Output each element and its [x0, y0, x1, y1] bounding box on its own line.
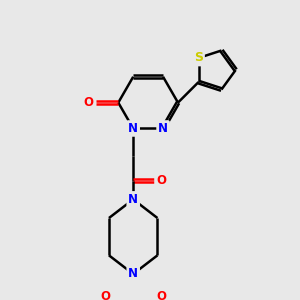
- Text: S: S: [194, 52, 203, 64]
- Text: N: N: [128, 193, 138, 206]
- Text: N: N: [158, 122, 168, 135]
- Text: O: O: [156, 174, 166, 187]
- Text: N: N: [128, 268, 138, 281]
- Text: O: O: [156, 290, 166, 300]
- Text: O: O: [83, 96, 93, 109]
- Text: O: O: [100, 290, 110, 300]
- Text: N: N: [128, 122, 138, 135]
